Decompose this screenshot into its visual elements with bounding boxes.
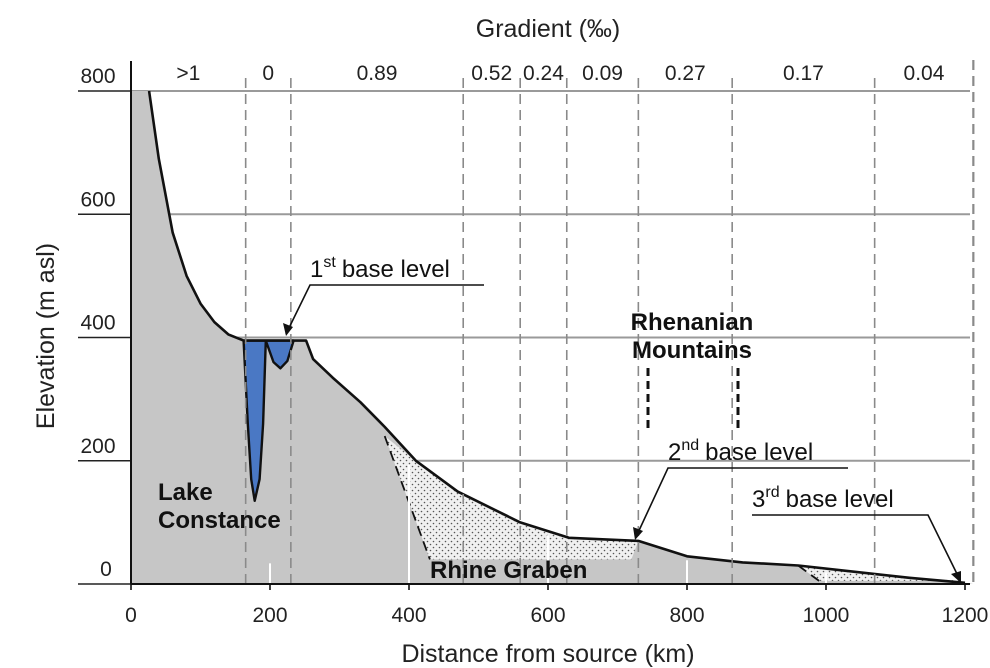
gradient-divider-layer: >1 0 0.89 0.52 0.24 0.09 0.27 0.17 0.04 (176, 60, 975, 584)
y-tick-label-0: 0 (100, 558, 112, 581)
gradient-label-8: 0.04 (904, 62, 945, 85)
base-level-1-label: 1st base level (310, 254, 450, 283)
graben-fill-0 (384, 436, 639, 560)
x-axis-title: Distance from source (km) (401, 640, 694, 668)
x-tick-label-600: 600 (530, 604, 565, 627)
graben-fill-1 (798, 565, 965, 581)
lake-label-line1: Lake (158, 479, 213, 506)
graben-label: Rhine Graben (430, 557, 587, 584)
y-tick-label-400: 400 (80, 312, 115, 335)
y-axis-title: Elevation (m asl) (32, 243, 60, 429)
y-tick-label-600: 600 (80, 188, 115, 211)
lake-label-line2: Constance (158, 507, 281, 534)
annotation-layer: Lake Constance Rhine Graben Rhenanian Mo… (158, 254, 961, 584)
gradient-label-7: 0.17 (783, 62, 824, 85)
gradient-label-4: 0.24 (523, 62, 564, 85)
gradient-label-0: >1 (176, 62, 200, 85)
base-level-3-arrowhead (951, 571, 961, 583)
gradient-label-3: 0.52 (471, 62, 512, 85)
lake-constance-basin (242, 339, 295, 502)
area-layer (131, 90, 974, 585)
x-tick-label-1000: 1000 (803, 604, 850, 627)
gradient-label-5: 0.09 (582, 62, 623, 85)
graben-boundary-0 (383, 435, 431, 560)
mountains-label-line2: Mountains (632, 337, 752, 364)
x-tick-label-800: 800 (669, 604, 704, 627)
x-tick-label-200: 200 (252, 604, 287, 627)
mountains-label-line1: Rhenanian (631, 309, 754, 336)
profile-area (131, 91, 974, 584)
base-level-3-label: 3rd base level (752, 484, 894, 513)
y-tick-label-800: 800 (80, 65, 115, 88)
base-level-2-leader (635, 467, 848, 538)
gradient-label-1: 0 (262, 62, 274, 85)
x-tick-label-400: 400 (391, 604, 426, 627)
base-level-2-arrowhead (633, 527, 643, 540)
y-tick-label-200: 200 (80, 435, 115, 458)
base-level-1-arrowhead (283, 323, 293, 336)
gradient-label-2: 0.89 (357, 62, 398, 85)
gradient-label-6: 0.27 (665, 62, 706, 85)
axis-layer: 0 200 400 600 800 0 200 400 600 800 1000 1200 (78, 61, 988, 627)
base-level-3-leader (752, 514, 961, 581)
graben-boundary-1 (797, 564, 820, 582)
x-tick-label-0: 0 (125, 604, 137, 627)
top-axis-title: Gradient (‰) (476, 15, 620, 43)
base-level-2-label: 2nd base level (668, 437, 813, 466)
x-tick-label-1200: 1200 (942, 604, 989, 627)
profile-line (147, 90, 966, 585)
grid-layer (131, 90, 970, 462)
base-level-1-leader (285, 284, 484, 335)
